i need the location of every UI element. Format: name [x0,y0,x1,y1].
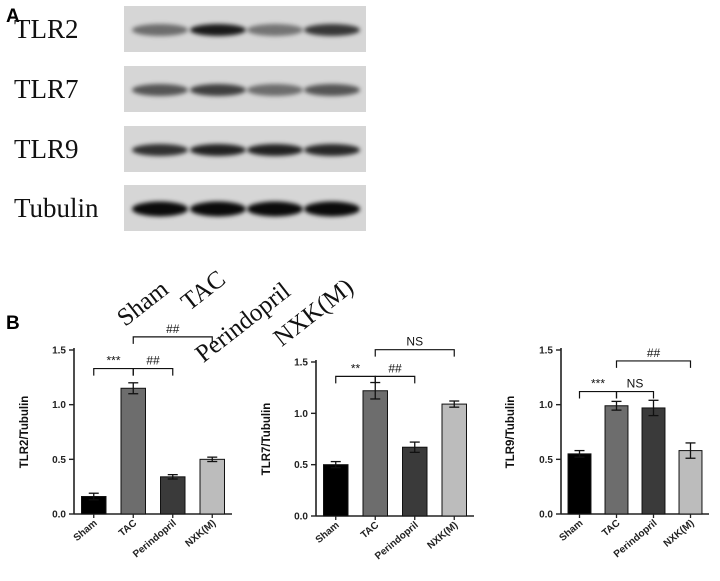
x-tick-label: Perindopril [131,518,179,560]
y-tick-label: 1.5 [294,358,308,369]
x-tick-label: NXK(M) [183,518,218,550]
blot-row: Tubulin [14,185,366,231]
y-axis-label: TLR9/Tubulin [505,396,517,469]
y-tick-label: 0.0 [294,512,308,523]
bar [323,464,349,517]
significance-bracket [132,336,213,344]
significance-label: ## [146,354,160,368]
blot-band [247,24,303,36]
y-tick-label: 1.5 [52,346,66,357]
bar [120,387,146,515]
significance-bracket [578,390,618,399]
y-tick-label: 1.0 [52,400,66,411]
blot-row-label: TLR9 [14,134,79,164]
bar [199,458,225,515]
y-axis-label: TLR2/Tubulin [19,396,31,469]
bar [402,446,428,517]
significance-label: ## [647,346,661,360]
bar [678,450,703,515]
blot-band [304,84,360,96]
x-tick-label: NXK(M) [662,518,697,550]
significance-label: NS [406,335,423,349]
y-axis-label: TLR7/Tubulin [261,403,273,476]
blot-band [190,201,246,217]
blot-row: TLR7 [14,66,366,112]
y-tick-label: 1.0 [294,409,308,420]
blot-row-label: TLR2 [14,14,79,44]
blot-band [247,84,303,96]
y-tick-label: 0.5 [294,460,308,471]
x-tick-label: TAC [117,518,139,539]
blot-row-label: TLR7 [14,74,79,104]
significance-bracket [132,367,174,376]
blot-lane-label: TAC [176,265,230,316]
blot-band [304,201,360,217]
x-tick-label: NXK(M) [425,520,460,552]
significance-bracket [374,375,416,384]
significance-label: ## [166,322,180,336]
blot-band [190,144,246,156]
bar [362,390,388,517]
x-tick-label: Sham [557,518,585,544]
significance-bracket [615,390,655,399]
significance-bracket [335,375,376,384]
bar [160,476,186,515]
blot-band [190,84,246,96]
x-tick-label: TAC [600,518,622,539]
y-tick-label: 0.0 [52,510,66,521]
blot-band [132,24,188,36]
blot-band [190,24,246,36]
y-tick-label: 0.0 [539,510,553,521]
panel-b-label: B [6,313,20,334]
x-tick-label: Perindopril [373,520,421,562]
blot-band [247,144,303,156]
blot-band [132,201,188,217]
blot-band [304,24,360,36]
y-tick-label: 0.5 [539,455,553,466]
bar [441,403,467,517]
bar [604,405,629,515]
y-tick-label: 1.5 [539,346,553,357]
bar [567,453,592,515]
x-tick-label: TAC [359,520,381,541]
blot-row: TLR2 [14,6,366,52]
significance-label: *** [591,377,605,391]
significance-label: *** [106,354,120,368]
significance-bracket [93,367,134,376]
x-tick-label: Sham [314,520,342,546]
blot-band [132,84,188,96]
western-blot: TLR2 TLR7 TLR9 Tubulin [14,6,366,231]
significance-label: ** [351,361,361,375]
blot-row-label: Tubulin [14,193,99,223]
significance-bracket [374,349,455,357]
blot-lane-label: Sham [112,275,174,332]
blot-band [132,144,188,156]
y-tick-label: 1.0 [539,400,553,411]
significance-label: ## [388,361,402,375]
x-tick-label: Sham [72,518,100,544]
bar [641,407,666,515]
significance-label: NS [627,377,644,391]
blot-row: TLR9 [14,126,366,172]
significance-bracket [615,360,692,368]
blot-band [247,201,303,217]
panel-a-label: A [6,6,20,27]
bar-chart: 0.0 0.5 1.0 1.5 TLR7/Tubulin Sham TACPerindopr… [261,335,474,562]
blot-band [304,144,360,156]
y-tick-label: 0.5 [52,455,66,466]
